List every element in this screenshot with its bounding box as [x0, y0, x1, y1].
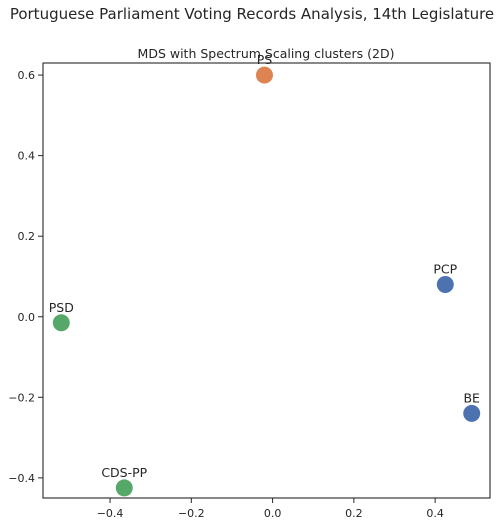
- scatter-point: [115, 479, 133, 497]
- point-label: CDS-PP: [101, 465, 147, 480]
- point-label: PSD: [49, 300, 74, 315]
- scatter-point: [255, 66, 273, 84]
- x-tick-label: −0.2: [178, 507, 205, 520]
- chart-title: MDS with Spectrum Scaling clusters (2D): [138, 46, 395, 61]
- y-tick-label: 0.4: [18, 150, 36, 163]
- x-tick-label: 0.0: [264, 507, 282, 520]
- point-label: BE: [463, 390, 480, 405]
- scatter-point: [52, 314, 70, 332]
- x-tick-label: −0.4: [97, 507, 124, 520]
- y-tick-label: 0.0: [18, 311, 36, 324]
- tick-group: −0.4 −0.2 0.0 0.2 0.4 −0.4 −0.2 0.0 0.2 0.4 0.6: [8, 69, 444, 520]
- point-label: PS: [257, 52, 273, 67]
- points-group: [52, 66, 481, 497]
- point-labels-group: PS PCP BE PSD CDS-PP: [49, 52, 480, 480]
- y-tick-label: 0.6: [18, 69, 36, 82]
- plot-frame: [42, 62, 491, 499]
- scatter-point: [463, 404, 481, 422]
- x-tick-label: 0.4: [426, 507, 444, 520]
- y-tick-label: 0.2: [18, 230, 36, 243]
- figure-suptitle: Portuguese Parliament Voting Records Ana…: [10, 5, 494, 23]
- x-tick-label: 0.2: [345, 507, 363, 520]
- y-tick-label: −0.2: [8, 391, 35, 404]
- y-tick-label: −0.4: [8, 472, 35, 485]
- point-label: PCP: [433, 262, 457, 277]
- chart-axes: MDS with Spectrum Scaling clusters (2D) …: [8, 46, 491, 520]
- scatter-point: [436, 276, 454, 294]
